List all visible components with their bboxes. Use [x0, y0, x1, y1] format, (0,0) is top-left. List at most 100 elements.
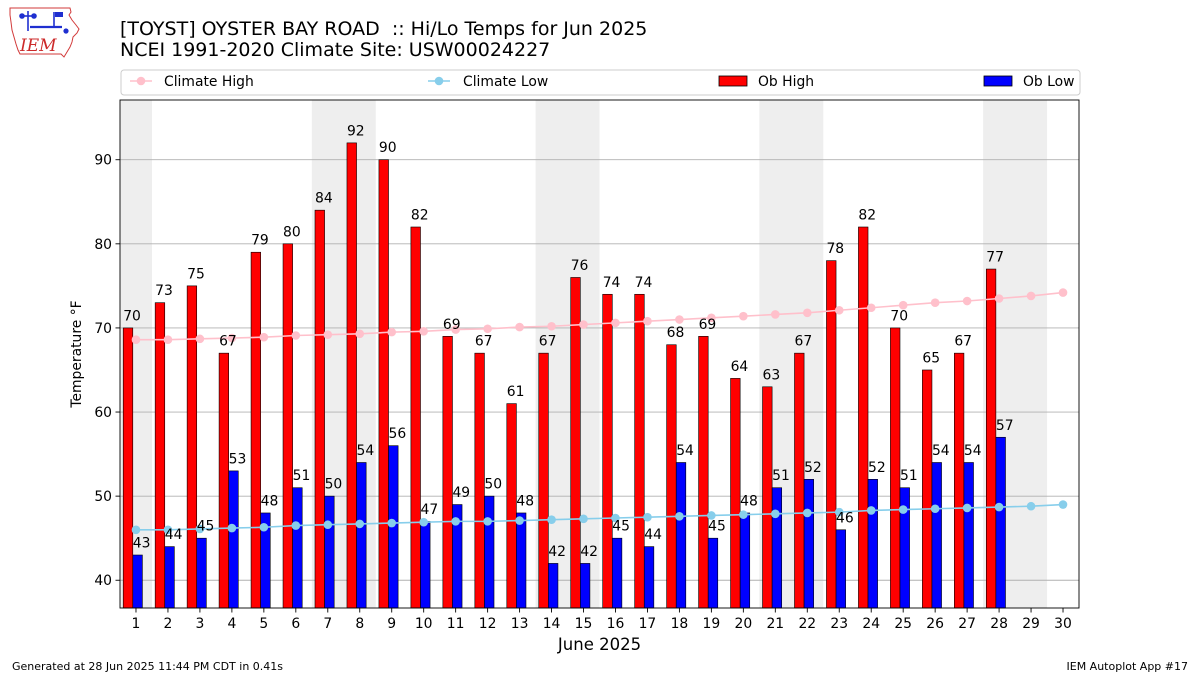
x-tick-label: 11	[447, 616, 465, 632]
ob-high-bar	[314, 209, 325, 609]
legend-frame	[120, 69, 1081, 96]
ob-low-value-label: 42	[580, 544, 598, 560]
ob-low-value-label: 51	[900, 468, 918, 484]
ob-high-value-label: 75	[187, 266, 205, 282]
climate-high-point	[675, 315, 684, 324]
ob-high-value-label: 79	[251, 233, 269, 249]
ob-low-bar	[931, 462, 942, 609]
ob-low-value-label: 45	[708, 519, 726, 535]
x-tick-label: 12	[479, 616, 497, 632]
ob-low-value-label: 47	[420, 502, 438, 518]
climate-high-point	[707, 313, 716, 323]
x-tick-label: 6	[291, 616, 300, 632]
x-tick-label: 3	[195, 616, 204, 632]
climate-high-legend-marker	[136, 76, 146, 86]
ob-low-bar	[739, 512, 751, 609]
climate-low-point	[675, 512, 684, 521]
ob-low-value-label: 46	[836, 510, 854, 526]
climate-high-point	[419, 326, 428, 336]
ob-low-bar	[675, 462, 687, 609]
climate-high-point	[802, 308, 812, 318]
ob-high-value-label: 67	[475, 334, 493, 350]
ob-high-bar	[442, 336, 453, 609]
climate-high-point	[355, 329, 365, 339]
ob-low-bar	[580, 563, 591, 609]
legend-item-climate-high: Climate High	[130, 74, 254, 90]
ob-high-bar	[634, 293, 645, 609]
x-tick-label: 23	[830, 616, 848, 632]
ob-high-value-label: 69	[699, 317, 717, 333]
iem-logo: IEM	[9, 7, 80, 58]
ob-high-value-label: 78	[826, 241, 844, 257]
ob-low-value-label: 45	[197, 519, 215, 535]
ob-low-bar	[835, 529, 846, 609]
ob-high-bar	[346, 142, 357, 609]
climate-high-point	[1058, 288, 1068, 297]
ob-low-bar	[771, 487, 783, 609]
x-tick-label: 19	[703, 616, 721, 632]
ob-low-bar	[484, 495, 495, 609]
ob-low-value-label: 52	[804, 460, 822, 476]
ob-low-bar	[611, 537, 623, 609]
bars	[122, 142, 1006, 609]
ob-high-bar	[378, 159, 389, 609]
ob-high-bar	[122, 327, 134, 609]
ob-high-value-label: 84	[315, 191, 333, 207]
climate-low-point	[1058, 500, 1068, 509]
ob-high-value-label: 73	[155, 283, 173, 299]
ob-high-bar	[474, 352, 485, 609]
ob-high-bar	[570, 277, 581, 609]
ob-high-bar	[922, 369, 933, 609]
legend-label-ob-low: Ob Low	[1023, 74, 1075, 90]
ob-high-bar	[985, 268, 997, 609]
climate-low-point	[355, 519, 365, 529]
x-tick-label: 15	[575, 616, 593, 632]
x-tick-label: 27	[958, 616, 976, 632]
x-tick-label: 26	[926, 616, 944, 632]
ob-high-value-label: 64	[731, 359, 749, 375]
x-tick-label: 21	[766, 616, 784, 632]
x-tick-label: 9	[387, 616, 396, 632]
climate-high-point	[834, 305, 844, 315]
x-axis-ticks: 1 2 3 4 5 6 7 8 9 10 11 12 13 14 15 16 17 18 19 20 21 22 23 24 2…	[132, 608, 1072, 632]
ob-high-value-label: 67	[539, 334, 557, 350]
ob-high-legend-swatch	[718, 75, 748, 87]
x-tick-label: 28	[990, 616, 1008, 632]
ob-low-bar	[803, 479, 814, 609]
ob-low-bar	[164, 546, 175, 609]
ob-high-bar	[698, 336, 709, 609]
ob-low-bar	[643, 546, 655, 609]
ob-low-value-label: 50	[325, 477, 343, 493]
y-tick-label: 90	[94, 153, 112, 169]
ob-high-bar	[538, 352, 549, 609]
x-tick-label: 14	[543, 616, 561, 632]
y-axis-label: Temperature °F	[69, 300, 85, 408]
ob-low-bar	[228, 470, 239, 609]
plot-frame	[119, 99, 1080, 609]
ob-high-value-label: 70	[123, 308, 141, 324]
climate-high-point	[579, 320, 588, 329]
ob-high-bar	[666, 344, 677, 609]
x-axis-label: June 2025	[557, 635, 641, 654]
footer-generated: Generated at 28 Jun 2025 11:44 PM CDT in…	[12, 660, 283, 673]
footer-app-id: IEM Autoplot App #17	[1067, 660, 1189, 673]
climate-high-point	[291, 331, 301, 340]
climate-high-point	[771, 310, 780, 319]
legend-item-ob-low: Ob Low	[983, 74, 1075, 90]
ob-high-bar	[218, 352, 229, 609]
climate-high-point	[1026, 291, 1036, 301]
ob-low-value-label: 56	[389, 426, 407, 442]
climate-low-point	[291, 521, 301, 530]
ob-low-bar	[196, 537, 207, 609]
x-tick-label: 4	[227, 616, 236, 632]
climate-low-point	[898, 505, 908, 514]
ob-high-value-label: 74	[635, 275, 653, 291]
gridlines	[120, 159, 1079, 581]
climate-low-point	[451, 517, 460, 526]
weather-station-icon	[19, 11, 69, 34]
ob-low-value-label: 44	[644, 527, 662, 543]
ob-low-bar	[292, 487, 303, 609]
ob-low-bar	[132, 554, 143, 609]
y-tick-label: 70	[94, 321, 112, 337]
